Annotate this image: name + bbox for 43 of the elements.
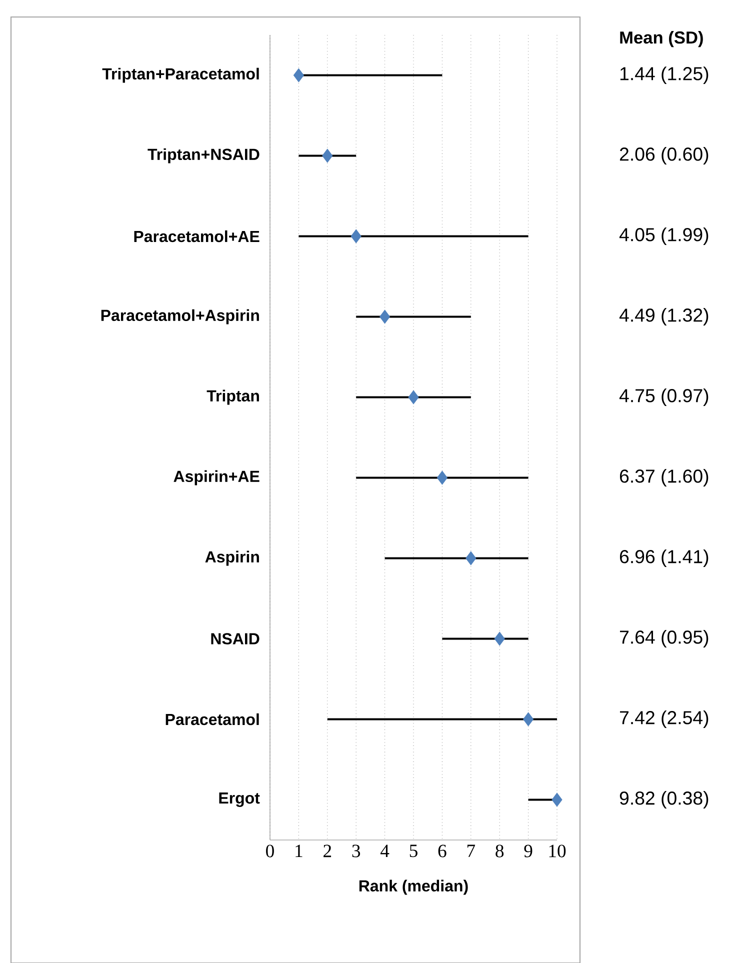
y-tick-label: Triptan+NSAID <box>148 148 260 164</box>
text: 4.05 (1.99) <box>619 228 708 245</box>
x-tick-label: 1 <box>296 844 302 858</box>
point <box>494 632 505 646</box>
text: 4.49 (1.32) <box>619 308 708 326</box>
point <box>552 792 562 807</box>
y-tick-label: Paracetamol+Aspirin <box>101 309 259 324</box>
text: 7.42 (2.54) <box>620 710 708 728</box>
x-tick-label: 7 <box>467 844 476 857</box>
point <box>436 470 448 485</box>
point <box>322 148 333 163</box>
text: 9.82 (0.38) <box>620 791 708 808</box>
y-tick-label: Aspirin+AE <box>174 470 260 486</box>
y-tick-label: NSAID <box>211 633 260 644</box>
x-tick-label: 5 <box>410 844 418 858</box>
point <box>408 390 419 404</box>
text: 6.37 (1.60) <box>620 469 708 486</box>
point <box>466 551 476 566</box>
text: 1.44 (1.25) <box>620 66 708 84</box>
y-tick-label: Triptan+Paracetamol <box>102 68 259 83</box>
point <box>293 68 304 82</box>
x-tick-label: 10 <box>549 844 566 858</box>
x-tick-label: 2 <box>324 844 332 858</box>
y-tick-label: Paracetamol+AE <box>134 230 260 242</box>
text: 6.96 (1.41) <box>620 550 708 567</box>
y-tick-label: Triptan <box>206 390 259 405</box>
x-tick-label: 0 <box>266 844 274 858</box>
text: 2.06 (0.60) <box>620 147 708 164</box>
point <box>380 310 390 324</box>
text: 7.64 (0.95) <box>620 630 708 648</box>
x-tick-label: 6 <box>438 844 446 858</box>
x-tick-label: 3 <box>352 844 360 858</box>
x-tick-label: 8 <box>496 844 504 858</box>
y-tick-label: Ergot <box>219 792 260 807</box>
x-axis-title: Rank (median) <box>359 880 468 895</box>
text: Mean (SD) <box>620 30 703 48</box>
y-tick-label: Paracetamol <box>166 713 259 726</box>
text: 4.75 (0.97) <box>619 388 708 406</box>
x-tick-label: 4 <box>380 844 390 857</box>
y-tick-label: Aspirin <box>205 550 259 566</box>
x-tick-label: 9 <box>524 844 532 858</box>
point <box>523 712 534 726</box>
point <box>350 229 362 244</box>
